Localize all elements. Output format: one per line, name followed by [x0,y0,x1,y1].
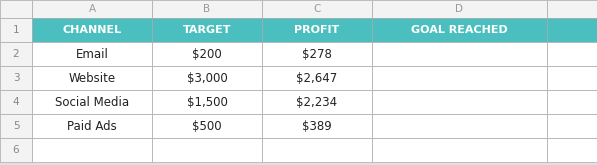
Bar [262,0,372,18]
Bar [152,138,262,162]
Bar [547,42,597,66]
Bar [547,114,597,138]
Bar [547,138,597,162]
Bar [32,0,152,18]
Text: A: A [88,4,96,14]
Bar [0,90,32,114]
Text: CHANNEL: CHANNEL [63,25,122,35]
Bar [0,0,32,18]
Bar [152,114,262,138]
Bar [32,114,152,138]
Bar [262,66,372,90]
Bar [547,0,597,18]
Bar [0,66,32,90]
Text: $3,000: $3,000 [187,71,227,84]
Bar [152,90,262,114]
Text: GOAL REACHED: GOAL REACHED [411,25,508,35]
Text: TARGET: TARGET [183,25,231,35]
Text: 4: 4 [13,97,19,107]
Text: 1: 1 [13,25,19,35]
Bar [32,66,152,90]
Text: $389: $389 [302,119,332,132]
Bar [262,42,372,66]
Text: $2,234: $2,234 [297,96,337,109]
Text: 5: 5 [13,121,19,131]
Bar [372,42,547,66]
Text: 6: 6 [13,145,19,155]
Text: Paid Ads: Paid Ads [67,119,117,132]
Text: B: B [204,4,211,14]
Bar [372,0,547,18]
Bar [372,18,547,42]
Text: $500: $500 [192,119,222,132]
Bar [372,66,547,90]
Bar [0,18,32,42]
Text: C: C [313,4,321,14]
Bar [372,138,547,162]
Text: $200: $200 [192,48,222,61]
Bar [32,18,152,42]
Bar [0,42,32,66]
Bar [262,90,372,114]
Bar [152,0,262,18]
Text: Website: Website [69,71,116,84]
Bar [0,114,32,138]
Bar [32,138,152,162]
Bar [547,18,597,42]
Text: Email: Email [76,48,109,61]
Bar [547,90,597,114]
Text: 3: 3 [13,73,19,83]
Text: $1,500: $1,500 [186,96,227,109]
Bar [152,42,262,66]
Bar [0,138,32,162]
Bar [152,18,262,42]
Text: Social Media: Social Media [55,96,129,109]
Bar [547,66,597,90]
Text: $2,647: $2,647 [296,71,338,84]
Bar [152,66,262,90]
Bar [262,114,372,138]
Bar [32,90,152,114]
Text: $278: $278 [302,48,332,61]
Text: D: D [456,4,463,14]
Bar [262,138,372,162]
Bar [32,42,152,66]
Bar [372,90,547,114]
Text: 2: 2 [13,49,19,59]
Bar [372,114,547,138]
Bar [262,18,372,42]
Text: PROFIT: PROFIT [294,25,340,35]
